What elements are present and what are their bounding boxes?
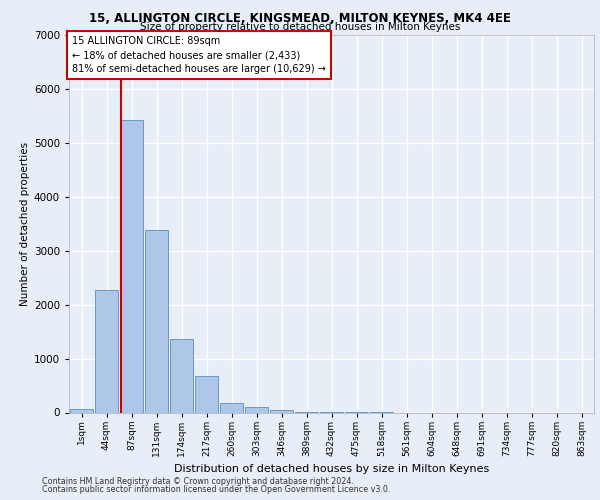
Text: Contains public sector information licensed under the Open Government Licence v3: Contains public sector information licen… — [42, 485, 391, 494]
Bar — [270, 410, 293, 412]
Text: Contains HM Land Registry data © Crown copyright and database right 2024.: Contains HM Land Registry data © Crown c… — [42, 477, 354, 486]
Y-axis label: Number of detached properties: Number of detached properties — [20, 142, 29, 306]
Bar — [145, 230, 168, 412]
Bar — [195, 376, 218, 412]
Bar — [70, 410, 93, 412]
Text: Size of property relative to detached houses in Milton Keynes: Size of property relative to detached ho… — [140, 22, 460, 32]
Bar — [120, 120, 143, 412]
X-axis label: Distribution of detached houses by size in Milton Keynes: Distribution of detached houses by size … — [174, 464, 489, 474]
Text: 15 ALLINGTON CIRCLE: 89sqm
← 18% of detached houses are smaller (2,433)
81% of s: 15 ALLINGTON CIRCLE: 89sqm ← 18% of deta… — [72, 36, 326, 74]
Text: 15, ALLINGTON CIRCLE, KINGSMEAD, MILTON KEYNES, MK4 4EE: 15, ALLINGTON CIRCLE, KINGSMEAD, MILTON … — [89, 12, 511, 26]
Bar — [220, 403, 243, 412]
Bar — [95, 290, 118, 412]
Bar — [170, 338, 193, 412]
Bar — [245, 406, 268, 412]
